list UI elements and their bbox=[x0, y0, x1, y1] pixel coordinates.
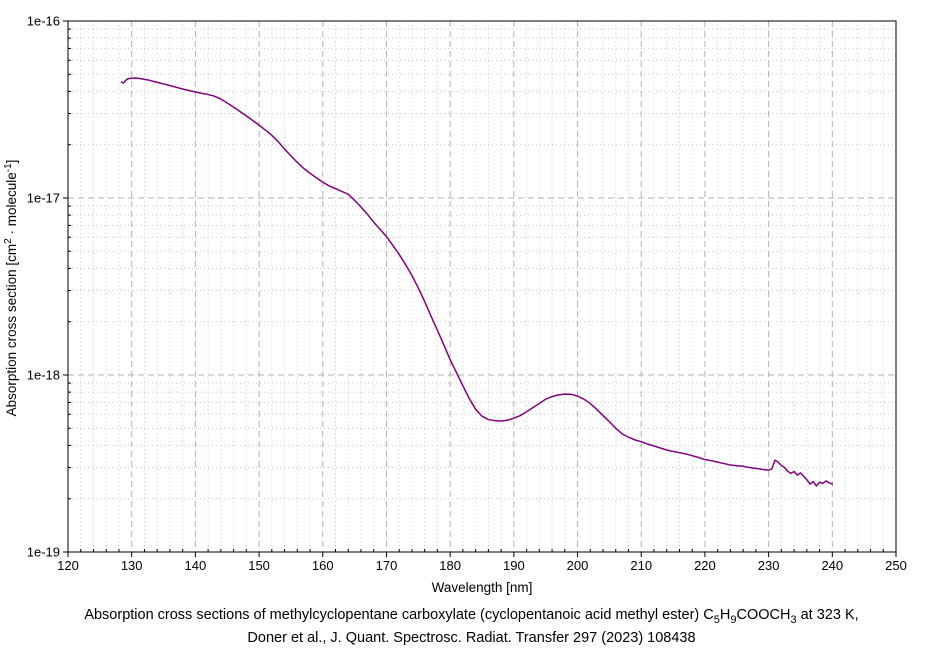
x-tick-label: 160 bbox=[312, 558, 334, 573]
x-tick-label: 200 bbox=[567, 558, 589, 573]
grid-major-layer bbox=[68, 21, 896, 552]
axis-ticks-layer bbox=[63, 20, 897, 557]
absorption-chart: 120 130 140 150 160 170 180 190 200 210 220 230 240 2… bbox=[3, 14, 907, 596]
chart-caption: Absorption cross sections of methylcyclo… bbox=[0, 604, 943, 650]
x-tick-label: 180 bbox=[439, 558, 461, 573]
x-tick-label: 120 bbox=[57, 558, 79, 573]
x-tick-label: 250 bbox=[885, 558, 907, 573]
y-tick-label: 1e-16 bbox=[27, 14, 60, 29]
data-series-layer bbox=[120, 77, 834, 487]
x-tick-label: 220 bbox=[694, 558, 716, 573]
x-tick-label: 190 bbox=[503, 558, 525, 573]
y-tick-label: 1e-19 bbox=[27, 545, 60, 560]
grid-minor-layer bbox=[68, 21, 896, 552]
x-tick-label: 210 bbox=[630, 558, 652, 573]
plot-border bbox=[67, 20, 897, 553]
x-tick-label: 240 bbox=[821, 558, 843, 573]
x-tick-label: 230 bbox=[758, 558, 780, 573]
x-tick-label: 170 bbox=[376, 558, 398, 573]
absorption-curve bbox=[120, 77, 834, 487]
x-tick-label: 140 bbox=[185, 558, 207, 573]
y-tick-label: 1e-17 bbox=[27, 191, 60, 206]
x-tick-label: 130 bbox=[121, 558, 143, 573]
x-axis-label: Wavelength [nm] bbox=[432, 580, 533, 595]
y-tick-label: 1e-18 bbox=[27, 368, 60, 383]
caption-line-2: Doner et al., J. Quant. Spectrosc. Radia… bbox=[247, 630, 696, 646]
tick-labels-layer: 120 130 140 150 160 170 180 190 200 210 220 230 240 2… bbox=[27, 14, 907, 574]
y-axis-label: Absorption cross section [cm2 · molecule… bbox=[3, 160, 19, 417]
caption-line-1: Absorption cross sections of methylcyclo… bbox=[84, 607, 859, 626]
x-tick-label: 150 bbox=[248, 558, 270, 573]
